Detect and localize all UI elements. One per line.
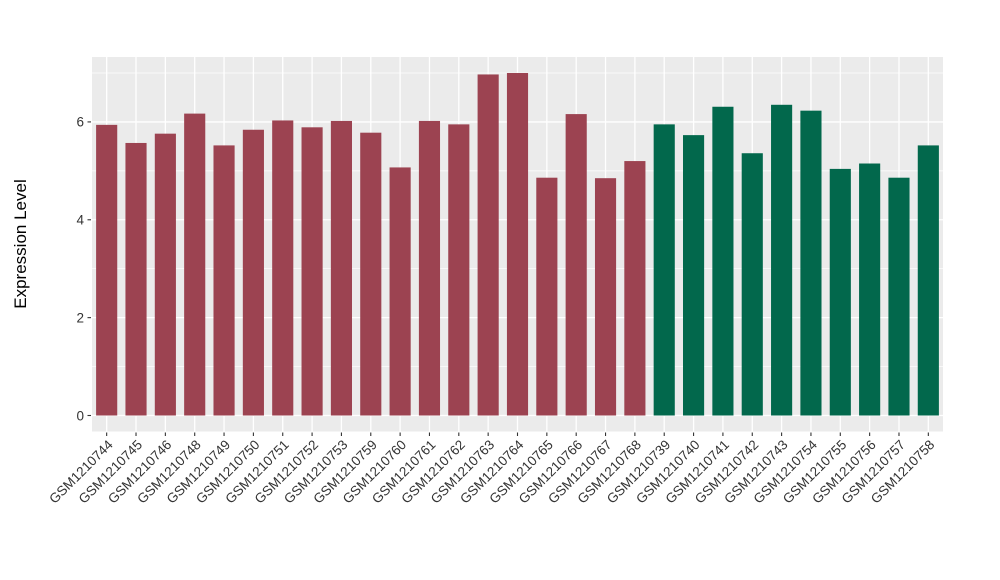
bar-GSM1210743 [771, 104, 793, 416]
bar-GSM1210758 [917, 145, 939, 416]
bar-GSM1210757 [888, 177, 910, 416]
bar-GSM1210760 [389, 167, 411, 416]
bar-GSM1210766 [565, 114, 587, 416]
bar-GSM1210739 [653, 124, 675, 416]
y-tick-label: 2 [76, 310, 84, 325]
bar-GSM1210763 [477, 74, 499, 416]
bar-GSM1210753 [330, 120, 352, 416]
bar-GSM1210762 [448, 124, 470, 416]
bar-GSM1210764 [506, 72, 529, 416]
bar-GSM1210745 [125, 142, 147, 416]
y-axis-title: Expression Level [11, 179, 30, 308]
bar-GSM1210741 [712, 106, 734, 416]
y-tick-label: 0 [76, 408, 84, 423]
bar-GSM1210759 [360, 132, 382, 416]
bar-GSM1210748 [184, 113, 206, 416]
plot-area: 0246GSM1210744GSM1210745GSM1210746GSM121… [46, 57, 943, 507]
bar-GSM1210751 [272, 120, 294, 416]
bar-GSM1210765 [536, 177, 558, 416]
bar-GSM1210754 [800, 110, 822, 416]
bar-GSM1210755 [829, 168, 851, 416]
bar-GSM1210767 [594, 178, 617, 416]
bar-GSM1210756 [859, 163, 881, 416]
bar-GSM1210750 [242, 129, 264, 416]
bar-GSM1210749 [213, 145, 235, 416]
bar-GSM1210768 [624, 161, 646, 416]
bar-GSM1210742 [741, 153, 763, 416]
bar-GSM1210746 [154, 133, 176, 416]
y-tick-label: 4 [76, 213, 84, 228]
y-tick-label: 6 [76, 115, 84, 130]
bar-GSM1210761 [418, 120, 441, 416]
bar-GSM1210744 [96, 124, 118, 416]
bar-GSM1210740 [683, 135, 705, 416]
bar-GSM1210752 [301, 127, 323, 416]
